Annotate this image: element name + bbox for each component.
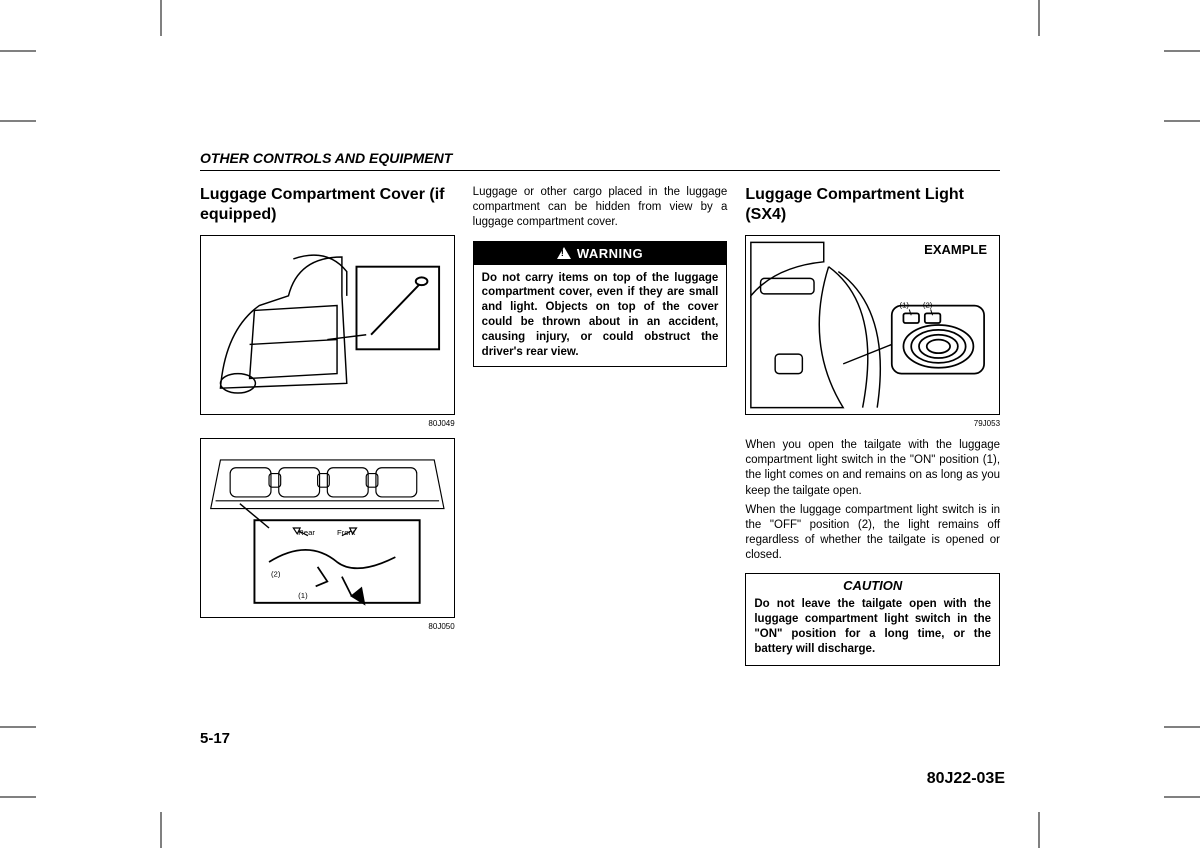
figure-luggage-cover-overview <box>200 235 455 415</box>
figure-code: 79J053 <box>745 419 1000 428</box>
crop-mark <box>1164 726 1200 728</box>
column-2: Luggage or other cargo placed in the lug… <box>473 185 728 666</box>
crop-mark <box>1038 812 1040 848</box>
crop-mark <box>1164 796 1200 798</box>
paragraph-on: When you open the tailgate with the lugg… <box>745 438 1000 499</box>
caution-box: CAUTION Do not leave the tailgate open w… <box>745 573 1000 666</box>
crop-mark <box>0 796 36 798</box>
section-header: OTHER CONTROLS AND EQUIPMENT <box>200 150 1000 171</box>
crop-mark <box>1038 0 1040 36</box>
heading-luggage-cover: Luggage Compartment Cover (if equipped) <box>200 185 455 225</box>
manual-page: OTHER CONTROLS AND EQUIPMENT Luggage Com… <box>0 0 1200 848</box>
columns: Luggage Compartment Cover (if equipped) <box>200 185 1000 666</box>
column-1: Luggage Compartment Cover (if equipped) <box>200 185 455 666</box>
crop-mark <box>160 0 162 36</box>
figure-luggage-cover-detail: Rear Front (2) (1) <box>200 438 455 618</box>
figure-code: 80J049 <box>200 419 455 428</box>
warning-title-text: WARNING <box>577 246 643 261</box>
caution-body: Do not leave the tailgate open with the … <box>746 595 999 665</box>
crop-mark <box>1164 50 1200 52</box>
warning-title: WARNING <box>474 242 727 265</box>
example-label: EXAMPLE <box>922 242 989 257</box>
label-2: (2) <box>271 570 281 579</box>
label-1: (1) <box>298 591 308 600</box>
figure-code: 80J050 <box>200 622 455 631</box>
paragraph-off: When the luggage compartment light switc… <box>745 503 1000 564</box>
crop-mark <box>160 812 162 848</box>
warning-box: WARNING Do not carry items on top of the… <box>473 241 728 368</box>
warning-triangle-icon <box>557 247 571 259</box>
figure-luggage-light: EXAMPLE <box>745 235 1000 415</box>
column-3: Luggage Compartment Light (SX4) EXAMPLE <box>745 185 1000 666</box>
caution-title: CAUTION <box>746 574 999 595</box>
page-number: 5-17 <box>200 730 230 747</box>
crop-mark <box>1164 120 1200 122</box>
crop-mark <box>0 726 36 728</box>
document-code: 80J22-03E <box>927 770 1005 788</box>
heading-luggage-light: Luggage Compartment Light (SX4) <box>745 185 1000 225</box>
content-area: OTHER CONTROLS AND EQUIPMENT Luggage Com… <box>200 150 1000 666</box>
label-rear: Rear <box>298 528 315 537</box>
label-1: (1) <box>900 301 910 310</box>
warning-body: Do not carry items on top of the luggage… <box>474 265 727 367</box>
crop-mark <box>0 50 36 52</box>
crop-mark <box>0 120 36 122</box>
intro-paragraph: Luggage or other cargo placed in the lug… <box>473 185 728 231</box>
label-front: Front <box>337 528 356 537</box>
label-2: (2) <box>923 301 933 310</box>
